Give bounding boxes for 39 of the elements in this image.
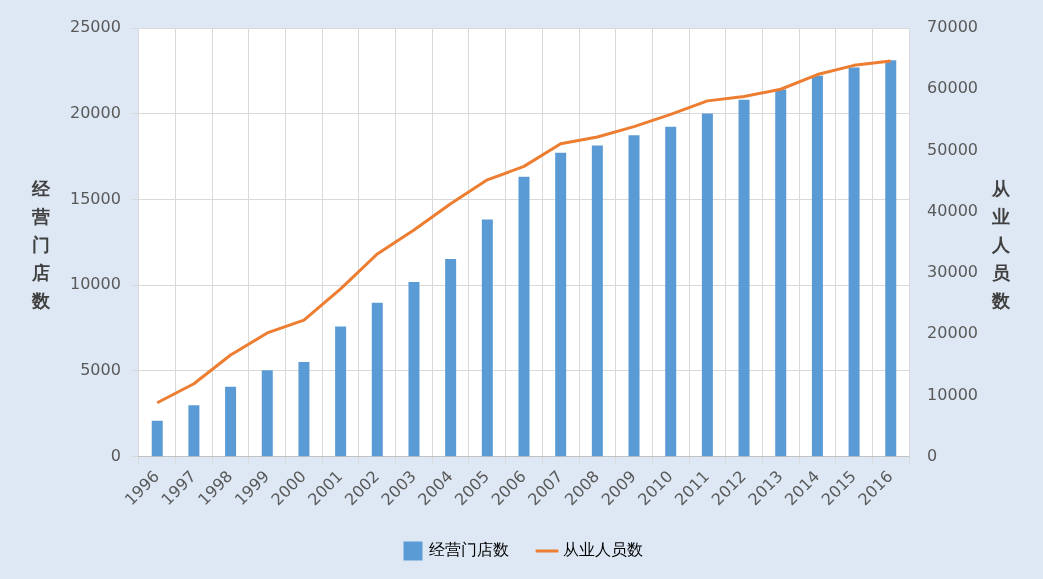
bar xyxy=(225,386,237,457)
bar xyxy=(628,135,640,457)
bar xyxy=(298,361,310,457)
bar xyxy=(555,152,567,457)
y2-tick-label: 40000 xyxy=(927,200,979,220)
y-tick-label: 0 xyxy=(110,445,121,465)
bar xyxy=(591,145,603,457)
bar xyxy=(738,99,750,457)
bar xyxy=(848,67,860,457)
y-tick-label: 20000 xyxy=(69,102,121,122)
y-tick-label: 5000 xyxy=(80,360,121,380)
y2-tick-label: 20000 xyxy=(927,323,979,343)
bar xyxy=(775,89,787,457)
y-tick-label: 25000 xyxy=(69,17,121,37)
y2-tick-label: 70000 xyxy=(927,17,979,37)
bar xyxy=(811,75,823,457)
y2-tick-label: 60000 xyxy=(927,78,979,98)
bar xyxy=(335,326,347,457)
bar xyxy=(151,420,163,457)
bar xyxy=(261,370,273,457)
legend-label: 从业人员数 xyxy=(563,540,643,560)
bar xyxy=(518,176,530,457)
bar xyxy=(665,126,677,457)
y2-tick-label: 0 xyxy=(927,445,938,465)
y-tick-label: 10000 xyxy=(69,274,121,294)
y2-tick-label: 30000 xyxy=(927,262,979,282)
legend-label: 经营门店数 xyxy=(429,540,509,560)
y2-axis-title: 从业人员数 xyxy=(991,177,1011,313)
y2-tick-label: 10000 xyxy=(927,384,979,404)
bar xyxy=(408,281,420,457)
bar xyxy=(188,405,200,457)
bar xyxy=(481,219,493,457)
y-tick-label: 15000 xyxy=(69,188,121,208)
y2-tick-label: 50000 xyxy=(927,139,979,159)
bar xyxy=(445,258,457,457)
bar xyxy=(371,302,383,457)
y-axis-title: 经营门店数 xyxy=(30,177,51,313)
bar xyxy=(885,60,897,457)
bar xyxy=(701,113,713,457)
